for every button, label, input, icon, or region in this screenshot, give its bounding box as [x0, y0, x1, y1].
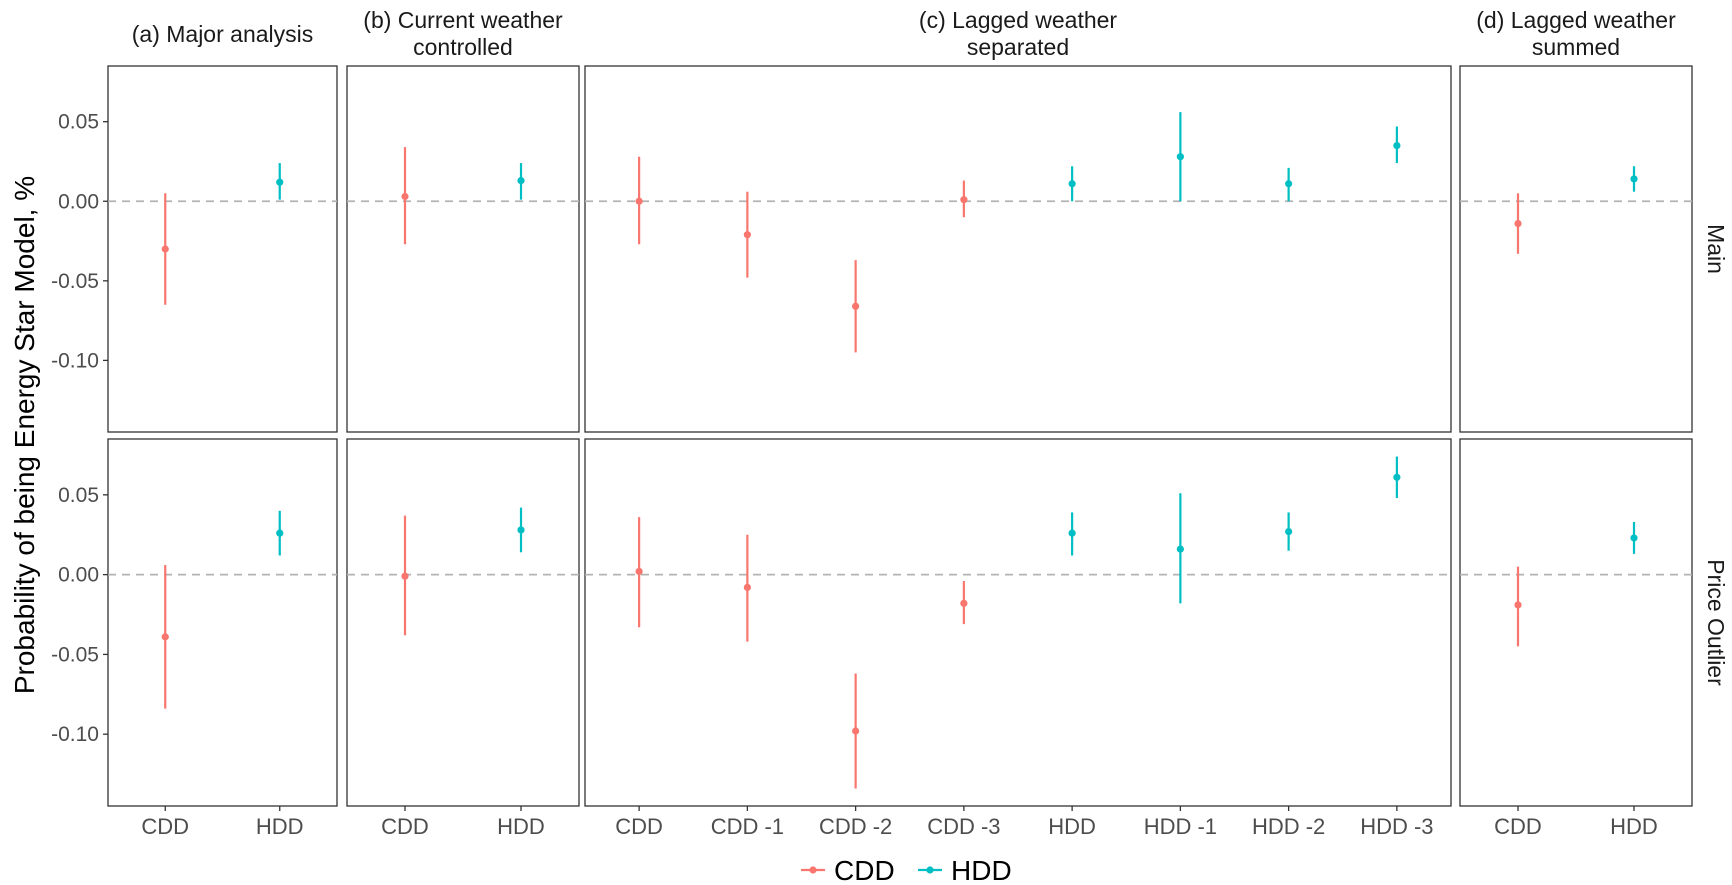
- x-tick-label: CDD: [141, 814, 189, 839]
- panel-border: [584, 438, 1452, 807]
- x-tick-label: HDD -3: [1360, 814, 1433, 839]
- x-tick-label: HDD: [1610, 814, 1658, 839]
- point-estimate: [1068, 529, 1076, 537]
- y-tick-label: 0.00: [58, 190, 99, 213]
- facet-title: (a) Major analysis: [132, 21, 314, 47]
- panel: [1459, 65, 1693, 433]
- y-tick-label: 0.05: [58, 111, 99, 134]
- x-tick-label: HDD: [497, 814, 545, 839]
- x-tick-label: HDD -1: [1144, 814, 1217, 839]
- panel: [107, 65, 338, 433]
- legend: CDD HDD: [801, 855, 1012, 885]
- y-tick-label: -0.10: [51, 723, 99, 746]
- point-estimate: [1630, 534, 1638, 542]
- facet-title: (d) Lagged weather: [1476, 7, 1676, 33]
- point-estimate: [1068, 180, 1076, 188]
- point-estimate: [276, 529, 284, 537]
- y-tick-label: -0.05: [51, 270, 99, 293]
- x-tick-label: HDD -2: [1252, 814, 1325, 839]
- row-strip-label: Main: [1703, 224, 1729, 274]
- point-estimate: [517, 526, 525, 534]
- point-estimate: [1514, 219, 1522, 228]
- facet-title: (b) Current weather: [363, 7, 563, 33]
- point-estimate: [743, 583, 751, 591]
- panel-border: [1459, 438, 1693, 807]
- point-estimate: [1285, 527, 1293, 536]
- point-estimate: [1176, 153, 1184, 161]
- panel-border: [346, 438, 580, 807]
- y-axis-title: Probability of being Energy Star Model, …: [9, 176, 40, 694]
- y-tick-label: 0.05: [58, 484, 99, 507]
- y-tick-label: 0.00: [58, 564, 99, 587]
- point-estimate: [960, 599, 968, 607]
- point-estimate: [1393, 473, 1401, 481]
- panel-border: [584, 65, 1452, 433]
- point-estimate: [1514, 601, 1522, 609]
- x-tick-label: CDD -3: [927, 814, 1000, 839]
- point-estimate: [1630, 175, 1638, 183]
- legend-key-point: [926, 866, 934, 874]
- point-estimate: [401, 192, 409, 201]
- legend-label: HDD: [951, 855, 1012, 885]
- panel: [1459, 438, 1693, 807]
- point-estimate: [161, 245, 169, 253]
- panel: [584, 65, 1452, 433]
- x-tick-label: HDD: [256, 814, 304, 839]
- panel: [346, 438, 580, 807]
- point-estimate: [1285, 180, 1293, 188]
- panel-border: [346, 65, 580, 433]
- x-tick-label: CDD -1: [711, 814, 784, 839]
- x-tick-label: CDD: [381, 814, 429, 839]
- legend-label: CDD: [834, 855, 895, 885]
- point-estimate: [960, 196, 968, 204]
- point-estimate: [1393, 141, 1401, 150]
- facet-title: (c) Lagged weather: [919, 7, 1118, 33]
- panels-layer: -0.10 -0.05 0.00 0.05 -0.10 -0.05 0.00 0.05 (a) …: [51, 7, 1729, 839]
- panel: [346, 65, 580, 433]
- x-tick-label: CDD: [1494, 814, 1542, 839]
- point-estimate: [635, 197, 643, 205]
- point-estimate: [1176, 545, 1184, 553]
- point-estimate: [517, 176, 525, 185]
- point-estimate: [276, 178, 284, 186]
- point-estimate: [852, 302, 860, 310]
- x-tick-label: HDD: [1048, 814, 1096, 839]
- panel-border: [107, 65, 338, 433]
- panel-border: [107, 438, 338, 807]
- facet-title: separated: [967, 34, 1069, 60]
- panel: [584, 438, 1452, 807]
- point-estimate: [161, 633, 169, 641]
- point-estimate: [401, 572, 409, 580]
- point-estimate: [743, 231, 751, 239]
- y-tick-label: -0.05: [51, 643, 99, 666]
- legend-key-point: [809, 866, 817, 874]
- panel: [107, 438, 338, 807]
- x-tick-label: CDD -2: [819, 814, 892, 839]
- row-strip-label: Price Outlier: [1703, 559, 1729, 686]
- facet-title: summed: [1532, 34, 1620, 60]
- facet-title: controlled: [413, 34, 513, 60]
- y-tick-label: -0.10: [51, 349, 99, 372]
- panel-border: [1459, 65, 1693, 433]
- point-estimate: [635, 567, 643, 576]
- x-tick-label: CDD: [615, 814, 663, 839]
- point-estimate: [852, 727, 860, 735]
